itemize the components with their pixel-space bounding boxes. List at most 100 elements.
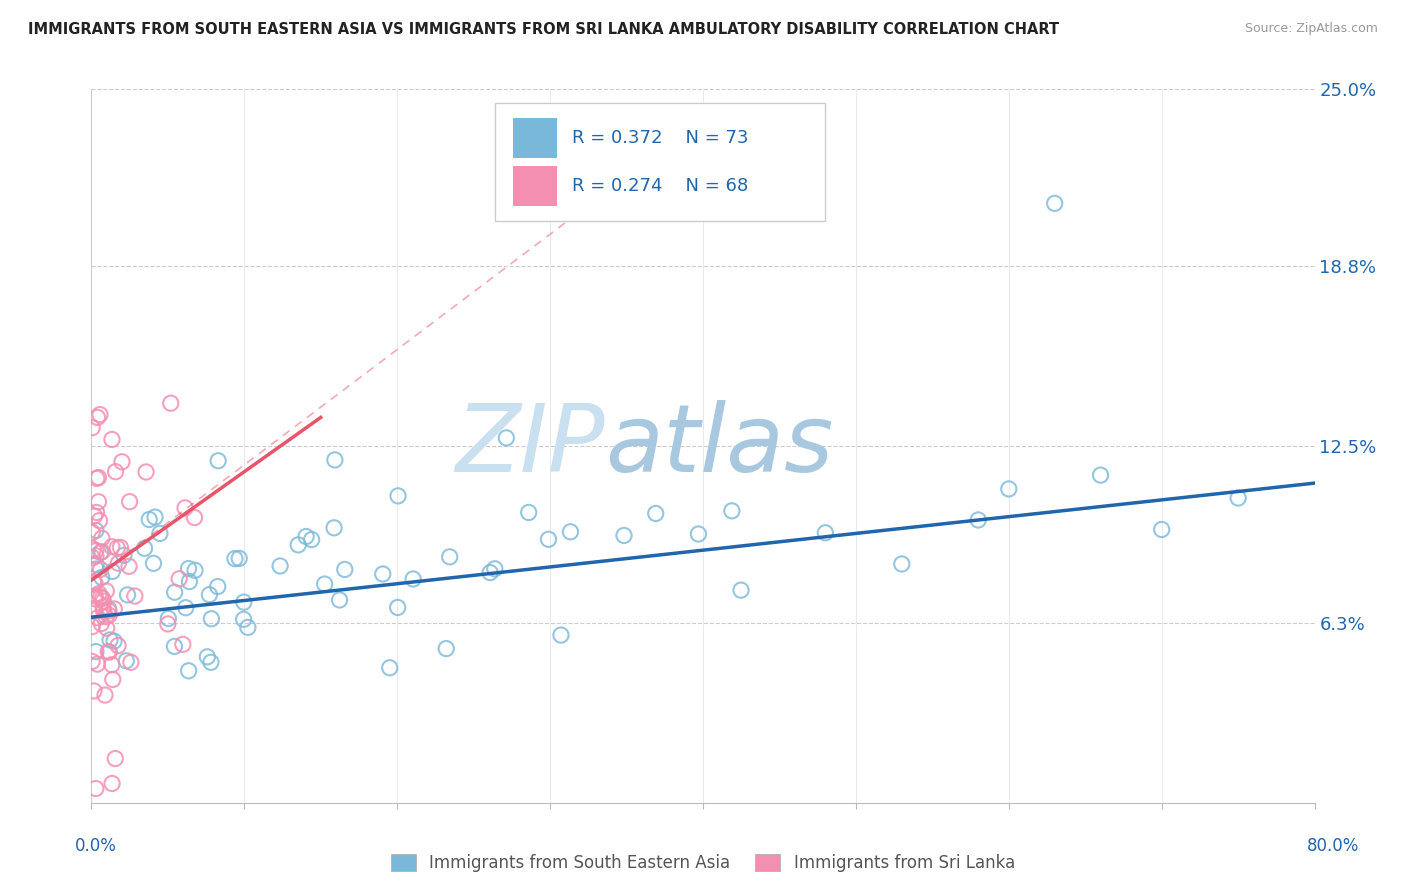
Point bbox=[371, 566, 394, 581]
Point bbox=[174, 600, 197, 615]
Point bbox=[91, 591, 114, 606]
Point bbox=[118, 494, 141, 508]
Point bbox=[90, 562, 112, 576]
Point bbox=[107, 639, 129, 653]
Text: R = 0.274    N = 68: R = 0.274 N = 68 bbox=[572, 178, 748, 195]
Point bbox=[86, 506, 108, 520]
Text: Source: ZipAtlas.com: Source: ZipAtlas.com bbox=[1244, 22, 1378, 36]
Point bbox=[87, 470, 110, 484]
Text: IMMIGRANTS FROM SOUTH EASTERN ASIA VS IMMIGRANTS FROM SRI LANKA AMBULATORY DISAB: IMMIGRANTS FROM SOUTH EASTERN ASIA VS IM… bbox=[28, 22, 1059, 37]
Point bbox=[378, 661, 401, 675]
Point bbox=[232, 595, 254, 609]
Point bbox=[439, 549, 461, 564]
Point bbox=[84, 524, 107, 538]
Point bbox=[101, 657, 124, 672]
Point bbox=[195, 649, 218, 664]
Point bbox=[207, 580, 229, 594]
Point bbox=[143, 510, 166, 524]
Point bbox=[236, 620, 259, 634]
Point bbox=[87, 586, 110, 600]
Point bbox=[86, 471, 108, 485]
Point bbox=[84, 781, 107, 796]
Point bbox=[495, 431, 517, 445]
Legend: Immigrants from South Eastern Asia, Immigrants from Sri Lanka: Immigrants from South Eastern Asia, Immi… bbox=[384, 847, 1022, 879]
Point bbox=[138, 512, 160, 526]
Point bbox=[98, 632, 121, 647]
Point bbox=[84, 562, 107, 576]
Point bbox=[560, 524, 582, 539]
Point bbox=[98, 608, 121, 623]
Point bbox=[90, 531, 112, 545]
Point bbox=[402, 572, 425, 586]
Point bbox=[90, 545, 112, 559]
Point bbox=[84, 558, 107, 572]
Text: 0.0%: 0.0% bbox=[75, 837, 117, 855]
Point bbox=[314, 577, 336, 591]
Point bbox=[94, 688, 117, 702]
Point bbox=[167, 572, 190, 586]
Point bbox=[101, 673, 124, 687]
Point bbox=[86, 611, 108, 625]
Point bbox=[90, 590, 112, 604]
Point bbox=[83, 601, 105, 615]
Point bbox=[387, 489, 409, 503]
FancyBboxPatch shape bbox=[513, 166, 557, 206]
Point bbox=[198, 588, 221, 602]
Point bbox=[93, 604, 115, 618]
Point bbox=[688, 527, 710, 541]
Point bbox=[224, 551, 246, 566]
Text: R = 0.372    N = 73: R = 0.372 N = 73 bbox=[572, 129, 748, 147]
Point bbox=[103, 602, 125, 616]
Point bbox=[179, 574, 201, 589]
Point bbox=[97, 645, 120, 659]
Point bbox=[174, 500, 197, 515]
Point bbox=[91, 594, 114, 608]
Point bbox=[301, 533, 323, 547]
Point bbox=[82, 602, 104, 616]
Point bbox=[96, 584, 118, 599]
Point bbox=[84, 644, 107, 658]
Point bbox=[107, 556, 129, 570]
Point bbox=[104, 465, 127, 479]
Point bbox=[101, 433, 124, 447]
Point bbox=[97, 602, 120, 616]
Point bbox=[484, 562, 506, 576]
Point bbox=[134, 541, 156, 556]
Point bbox=[82, 620, 104, 634]
Point bbox=[83, 509, 105, 524]
Point bbox=[269, 558, 291, 573]
Point bbox=[103, 634, 125, 648]
Point bbox=[149, 526, 172, 541]
Point bbox=[84, 591, 107, 606]
Point bbox=[82, 525, 104, 540]
FancyBboxPatch shape bbox=[495, 103, 825, 221]
Point bbox=[83, 574, 105, 589]
Point bbox=[479, 566, 502, 580]
Point bbox=[207, 454, 229, 468]
Point bbox=[1227, 491, 1250, 505]
Point bbox=[329, 593, 352, 607]
Point bbox=[163, 640, 186, 654]
Point bbox=[86, 410, 108, 425]
Point bbox=[83, 684, 105, 698]
Point bbox=[387, 600, 409, 615]
Point bbox=[101, 776, 124, 790]
Point bbox=[84, 549, 107, 563]
Point bbox=[159, 396, 181, 410]
Point bbox=[1043, 196, 1066, 211]
Point bbox=[90, 570, 112, 584]
Point bbox=[82, 550, 104, 565]
Point bbox=[82, 420, 104, 434]
Point bbox=[94, 609, 117, 624]
Text: atlas: atlas bbox=[605, 401, 834, 491]
Point bbox=[323, 521, 346, 535]
Point bbox=[157, 611, 180, 625]
Point bbox=[111, 455, 134, 469]
Point bbox=[537, 533, 560, 547]
Point bbox=[184, 563, 207, 577]
Point bbox=[1150, 523, 1173, 537]
FancyBboxPatch shape bbox=[513, 119, 557, 159]
Point bbox=[287, 538, 309, 552]
Point bbox=[644, 507, 666, 521]
Point bbox=[814, 525, 837, 540]
